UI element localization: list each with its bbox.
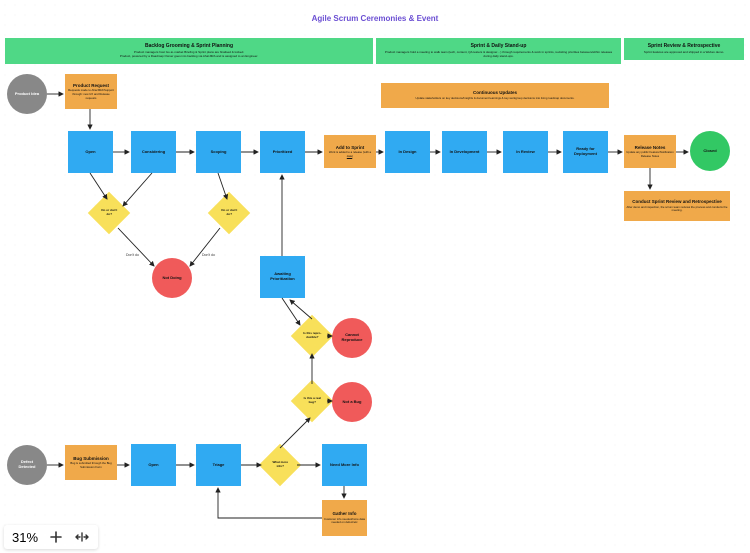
box-continuous-updates[interactable]: Continuous Updates Update stakeholders o… (381, 83, 609, 108)
diamond-more-info[interactable]: What moreinfo? (259, 444, 301, 486)
zoom-level: 31% (12, 530, 38, 545)
label-dont-do-1: Don't do (126, 253, 139, 257)
box-in-development[interactable]: In Development (442, 131, 487, 173)
zoom-toolbar: 31% (4, 525, 98, 549)
flowchart-canvas[interactable]: Agile Scrum Ceremonies & Event Backlog G… (0, 0, 750, 553)
box-product-request[interactable]: Product Request Requests made to Aha/JIR… (65, 74, 117, 109)
box-add-to-sprint[interactable]: Add to Sprint Work is added to a release… (324, 135, 376, 168)
box-prioritized[interactable]: Prioritized (260, 131, 305, 173)
header-backlog: Backlog Grooming & Sprint Planning Produ… (5, 38, 373, 64)
box-scoping[interactable]: Scoping (196, 131, 241, 173)
diamond-do-1[interactable]: Do or don'tdo? (88, 192, 130, 234)
box-awaiting-prioritization[interactable]: AwaitingPrioritization (260, 256, 305, 298)
box-conduct-review[interactable]: Conduct Sprint Review and Retrospective … (624, 191, 730, 221)
label-dont-do-2: Don't do (202, 253, 215, 257)
box-bug-submission[interactable]: Bug Submission Bug is submitted through … (65, 445, 117, 480)
diamond-do-2[interactable]: Do or don'tdo? (208, 192, 250, 234)
box-ready-for-deployment[interactable]: Ready forDeployment (563, 131, 608, 173)
diamond-real-bug[interactable]: Is this a realbug? (291, 380, 333, 422)
diamond-reproducible[interactable]: Is this repro-ducible? (291, 315, 333, 357)
box-need-more-info[interactable]: Need More Info (322, 444, 367, 486)
box-considering[interactable]: Considering (131, 131, 176, 173)
circle-not-a-bug[interactable]: Not a Bug (332, 382, 372, 422)
box-open[interactable]: Open (68, 131, 113, 173)
circle-defect-detected[interactable]: DefectDetected (7, 445, 47, 485)
circle-product-idea[interactable]: Product Idea (7, 74, 47, 114)
circle-closed[interactable]: Closed (690, 131, 730, 171)
zoom-fit-icon[interactable] (74, 529, 90, 545)
box-in-review[interactable]: In Review (503, 131, 548, 173)
header-sprint: Sprint & Daily Stand-up Product managers… (376, 38, 621, 64)
box-gather-info[interactable]: Gather Info Customer info needed/more da… (322, 500, 367, 536)
box-release-notes[interactable]: Release Notes Update any public Feature/… (624, 135, 676, 168)
box-in-design[interactable]: In Design (385, 131, 430, 173)
box-triage[interactable]: Triage (196, 444, 241, 486)
box-open-2[interactable]: Open (131, 444, 176, 486)
circle-cannot-reproduce[interactable]: CannotReproduce (332, 318, 372, 358)
zoom-in-icon[interactable] (48, 529, 64, 545)
circle-not-doing[interactable]: Not Doing (152, 258, 192, 298)
header-review: Sprint Review & Retrospective Sprint fea… (624, 38, 744, 60)
page-title: Agile Scrum Ceremonies & Event (312, 14, 439, 23)
